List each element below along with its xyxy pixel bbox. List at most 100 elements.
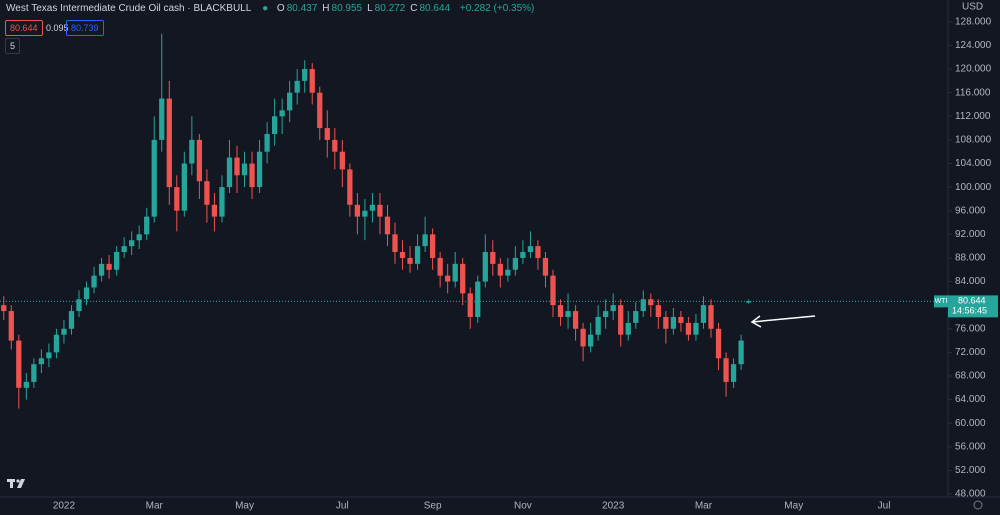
candle-body	[121, 246, 127, 253]
currency: USD	[962, 2, 983, 13]
x-tick-label: 2022	[53, 501, 76, 512]
ohlc-key: H	[322, 3, 330, 14]
candle-body	[279, 110, 285, 117]
candle-body	[633, 311, 639, 323]
candle-body	[317, 92, 323, 129]
candle-body	[542, 257, 549, 276]
candle-body	[730, 364, 737, 382]
indicators-count: 5	[10, 41, 16, 51]
candle-body	[23, 381, 29, 388]
candle-body	[113, 252, 120, 270]
y-tick-label: 60.000	[955, 418, 986, 429]
candle-body	[159, 98, 165, 140]
candle-body	[580, 328, 586, 347]
candle-body	[520, 252, 526, 258]
ohlc-key: C	[410, 3, 418, 14]
candle-body	[354, 204, 361, 217]
candle-body	[76, 299, 82, 312]
x-tick-label: Mar	[695, 501, 713, 512]
y-tick-label: 96.000	[955, 205, 986, 216]
candle-body	[745, 301, 752, 303]
y-tick-label: 104.000	[955, 158, 992, 169]
y-tick-label: 116.000	[955, 87, 991, 98]
candle-body	[294, 80, 300, 93]
y-tick-label: 128.000	[955, 16, 992, 27]
y-tick-label: 56.000	[955, 441, 986, 452]
ohlc-value: 80.272	[374, 3, 406, 14]
candle-body	[384, 216, 391, 235]
candle-body	[91, 275, 97, 288]
candle-body	[460, 263, 466, 294]
candle-body	[309, 69, 315, 93]
candle-body	[151, 139, 157, 217]
candle-body	[572, 311, 579, 329]
candle-body	[535, 246, 541, 258]
x-tick-label: Sep	[424, 501, 442, 512]
candle-body	[595, 316, 601, 335]
candle-body	[38, 358, 45, 365]
y-tick-label: 72.000	[955, 347, 986, 358]
x-tick-label: Mar	[146, 501, 164, 512]
candle-body	[53, 334, 60, 353]
spread: 0.095	[46, 23, 69, 33]
candle-body	[663, 316, 669, 329]
buy-price[interactable]: 80.739	[66, 20, 104, 36]
candle-body	[618, 305, 624, 335]
candle-body	[271, 116, 278, 134]
candle-body	[399, 252, 406, 258]
x-tick-label: May	[235, 501, 254, 512]
candle-body	[61, 328, 67, 335]
candle-body	[445, 275, 451, 282]
candle-body	[565, 311, 571, 317]
candle-body	[655, 305, 661, 317]
candle-body	[648, 299, 654, 306]
candle-body	[129, 240, 135, 247]
candle-body	[467, 293, 473, 317]
candle-body	[407, 257, 413, 264]
candle-body	[723, 358, 729, 382]
candle-body	[241, 163, 248, 176]
candle-body	[68, 311, 75, 329]
symbol-box	[934, 295, 948, 308]
candle-body	[362, 210, 368, 217]
candle-body	[505, 269, 511, 276]
candle-body	[189, 139, 195, 164]
candle-body	[136, 234, 142, 241]
y-tick-label: 68.000	[955, 371, 986, 382]
ohlc-key: O	[276, 3, 285, 14]
price-label: 80.644	[958, 296, 986, 306]
candle-body	[557, 305, 564, 317]
candle-body	[234, 157, 240, 176]
candle-body	[715, 328, 722, 359]
settings-icon[interactable]	[973, 500, 983, 510]
candle-body	[46, 352, 52, 359]
candle-body	[347, 169, 353, 205]
candle-body	[625, 322, 631, 335]
candle-body	[708, 305, 714, 329]
x-tick-label: 2023	[602, 501, 625, 512]
candle-body	[685, 322, 692, 335]
candle-body	[550, 275, 556, 306]
sell-price[interactable]: 80.644	[5, 20, 43, 36]
candle-body	[196, 139, 203, 182]
indicators-toggle[interactable]: 5	[5, 38, 21, 54]
status-dot: ●	[262, 3, 269, 14]
header: West Texas Intermediate Crude Oil cash ·…	[6, 3, 536, 14]
y-tick-label: 76.000	[955, 323, 986, 334]
y-tick-label: 100.000	[955, 182, 992, 193]
tv-logo	[7, 479, 25, 488]
candle-body	[332, 139, 338, 152]
candle-body	[603, 311, 609, 317]
candle-body	[610, 305, 616, 312]
candle-body	[144, 216, 150, 235]
candle-body	[369, 204, 376, 211]
candle-body	[414, 246, 421, 264]
candle-body	[16, 340, 22, 388]
candle-body	[83, 287, 90, 300]
candle-body	[249, 163, 255, 188]
candle-body	[256, 151, 263, 188]
candle-body	[211, 204, 218, 217]
candle-body	[226, 157, 233, 188]
